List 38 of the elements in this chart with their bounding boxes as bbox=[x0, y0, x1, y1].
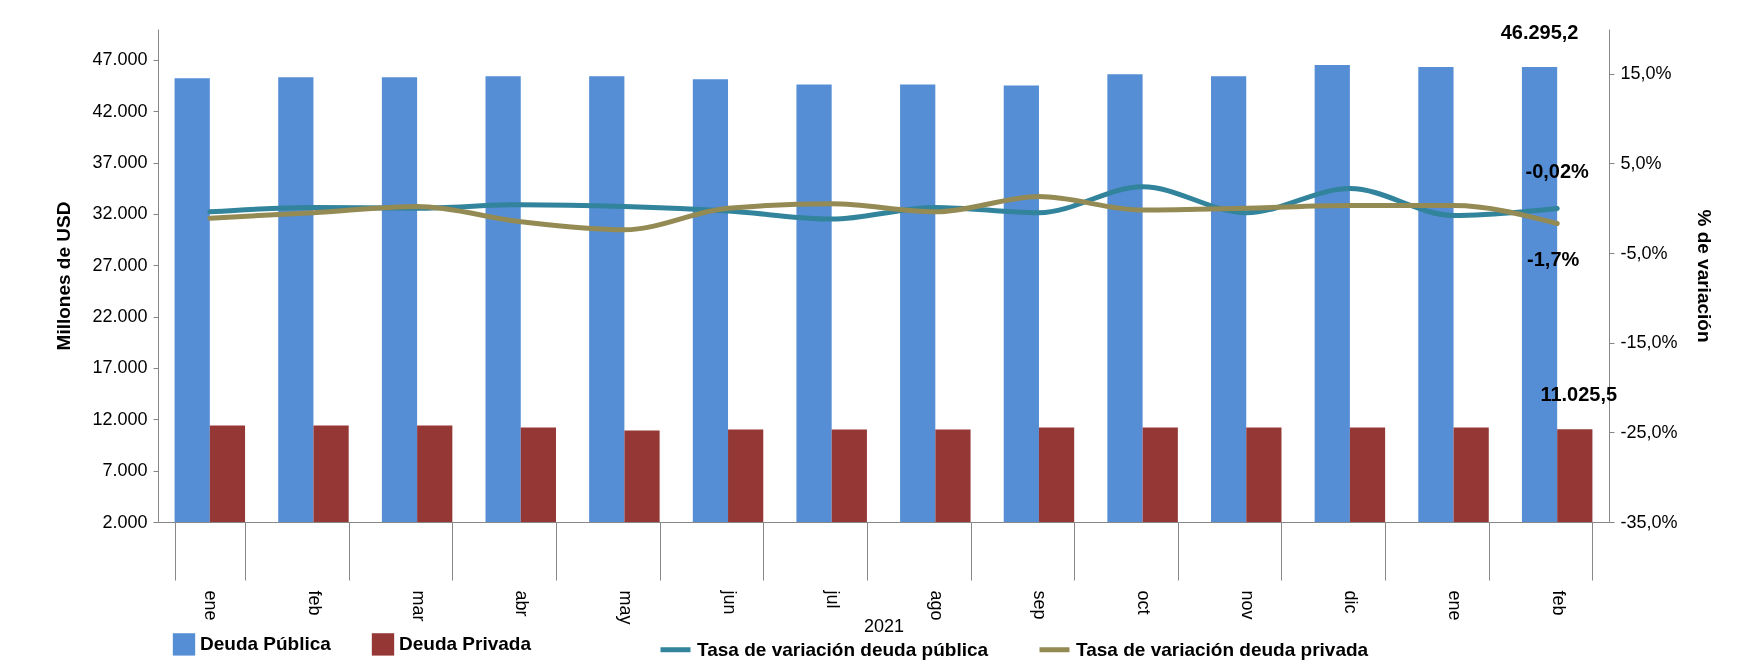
y-tick-label: 32.000 bbox=[92, 203, 148, 224]
y2-tick-label: 5,0% bbox=[1620, 152, 1662, 173]
x-tick-label: feb bbox=[1548, 590, 1569, 616]
y-tick-label: 42.000 bbox=[92, 100, 148, 121]
y-tick-label: 7.000 bbox=[102, 460, 148, 481]
y2-tick-label: -35,0% bbox=[1620, 511, 1678, 532]
y-tick-label: 2.000 bbox=[102, 511, 148, 532]
x-tick-label: jun bbox=[719, 589, 740, 615]
y-tick-label: 12.000 bbox=[92, 408, 148, 429]
x-tick-label: mar bbox=[408, 590, 429, 622]
x-tick-label: abr bbox=[512, 590, 533, 617]
y2-axis-title: % de variación bbox=[1693, 209, 1715, 343]
legend-label: Deuda Pública bbox=[200, 633, 332, 655]
legend-label: Tasa de variación deuda pública bbox=[697, 638, 989, 660]
y-tick-label: 37.000 bbox=[92, 152, 148, 173]
x-tick-label: nov bbox=[1237, 590, 1258, 620]
x-tick-label: feb bbox=[304, 590, 325, 616]
x-tick-label: ene bbox=[1445, 590, 1466, 621]
data-label: 46.295,2 bbox=[1500, 21, 1579, 44]
y-tick-label: 27.000 bbox=[92, 254, 148, 275]
y-tick-label: 22.000 bbox=[92, 306, 148, 327]
x-tick-label: ene bbox=[201, 590, 222, 621]
y2-tick-label: -5,0% bbox=[1620, 242, 1668, 263]
x-tick-label: dic bbox=[1341, 590, 1362, 614]
legend-label: Deuda Privada bbox=[399, 633, 532, 655]
y-axis-title: Millones de USD bbox=[53, 201, 75, 351]
legend-label: Tasa de variación deuda privada bbox=[1076, 638, 1369, 660]
y-tick-label: 17.000 bbox=[92, 357, 148, 378]
x-tick-label: sep bbox=[1030, 590, 1051, 620]
y2-tick-label: -15,0% bbox=[1620, 332, 1678, 353]
x-tick-label: ago bbox=[926, 590, 947, 621]
x-tick-label: may bbox=[615, 590, 636, 625]
y2-tick-label: -25,0% bbox=[1620, 421, 1678, 442]
y-tick-label: 47.000 bbox=[92, 49, 148, 70]
x-tick-label: jul bbox=[823, 589, 844, 609]
y2-tick-label: 15,0% bbox=[1620, 63, 1672, 84]
x-tick-label: oct bbox=[1134, 590, 1155, 615]
text: 2021 bbox=[863, 615, 905, 636]
